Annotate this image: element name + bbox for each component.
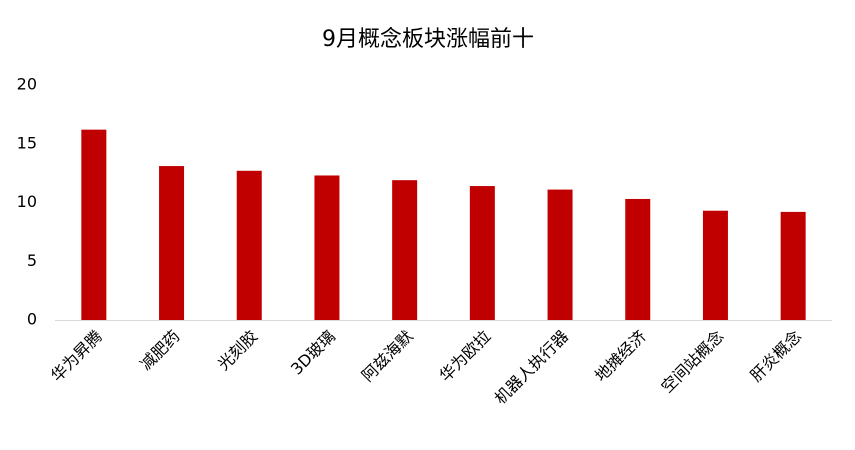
x-tick-label: 减肥药: [136, 327, 183, 374]
x-tick-label: 3D玻璃: [287, 327, 339, 379]
bar: [625, 198, 651, 320]
bar: [702, 210, 728, 320]
y-tick-label: 10: [17, 192, 37, 211]
x-tick-label: 肝炎概念: [746, 327, 805, 386]
bar: [780, 211, 806, 320]
bar: [392, 180, 418, 320]
bar: [81, 129, 107, 320]
y-tick-label: 15: [17, 133, 37, 152]
bar: [159, 166, 185, 320]
x-tick-label: 光刻胶: [214, 327, 261, 374]
x-tick-label: 阿兹海默: [358, 327, 417, 386]
bar: [547, 189, 573, 320]
y-tick-label: 20: [17, 75, 37, 94]
bar: [236, 170, 262, 320]
y-tick-label: 0: [27, 310, 37, 329]
bar: [314, 175, 340, 320]
x-tick-label: 空间站概念: [657, 327, 727, 397]
x-tick-label: 华为欧拉: [436, 327, 495, 386]
bar: [469, 186, 495, 320]
x-tick-label: 机器人执行器: [491, 327, 572, 408]
y-tick-label: 5: [27, 251, 37, 270]
chart-title: 9月概念板块涨幅前十: [322, 27, 534, 52]
x-tick-label: 地摊经济: [591, 327, 650, 386]
x-tick-label: 华为昇腾: [47, 327, 106, 386]
